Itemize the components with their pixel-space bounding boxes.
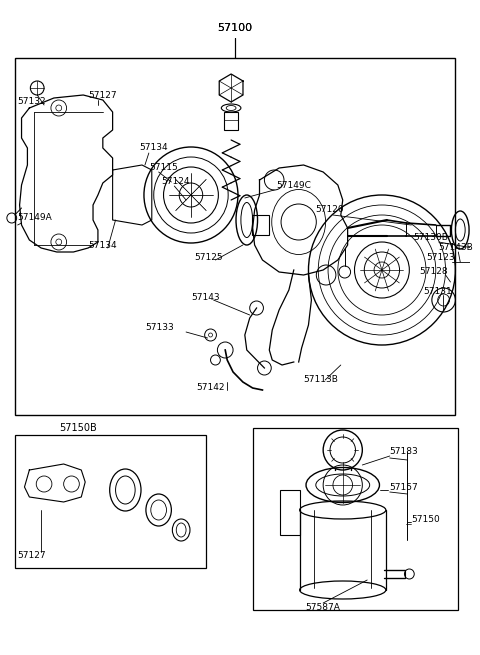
Text: 57133: 57133 <box>145 324 174 333</box>
Bar <box>224 112 238 130</box>
Text: 57134: 57134 <box>139 143 168 153</box>
Text: 57100: 57100 <box>217 23 252 33</box>
Text: 57125: 57125 <box>194 253 223 263</box>
Text: 57113B: 57113B <box>303 375 338 384</box>
Text: 57127: 57127 <box>88 90 117 100</box>
Text: 57100: 57100 <box>217 23 252 33</box>
Text: 57150B: 57150B <box>59 423 96 433</box>
Bar <box>15 435 205 568</box>
Text: 57128: 57128 <box>419 267 448 276</box>
Text: 57143B: 57143B <box>439 244 473 252</box>
Text: 57130B: 57130B <box>413 233 448 242</box>
Text: 57143: 57143 <box>191 293 219 303</box>
Bar <box>280 490 300 535</box>
Text: 57134: 57134 <box>88 240 117 250</box>
Text: 57124: 57124 <box>162 178 190 187</box>
Text: 57183: 57183 <box>390 447 419 457</box>
Bar <box>252 428 458 610</box>
Text: 57127: 57127 <box>18 550 46 559</box>
Text: 57587A: 57587A <box>306 603 341 612</box>
Text: 57115: 57115 <box>149 164 178 172</box>
Bar <box>252 215 269 235</box>
Text: 57149C: 57149C <box>276 181 311 189</box>
Bar <box>15 58 456 415</box>
Text: 57157: 57157 <box>390 483 419 493</box>
Text: 57132: 57132 <box>18 98 46 107</box>
Text: 57149A: 57149A <box>18 214 52 223</box>
Text: 57131: 57131 <box>423 288 452 297</box>
Text: 57150: 57150 <box>411 515 440 525</box>
Text: 57142: 57142 <box>196 383 224 392</box>
Text: 57123: 57123 <box>426 253 455 263</box>
Text: 57120: 57120 <box>315 206 344 214</box>
